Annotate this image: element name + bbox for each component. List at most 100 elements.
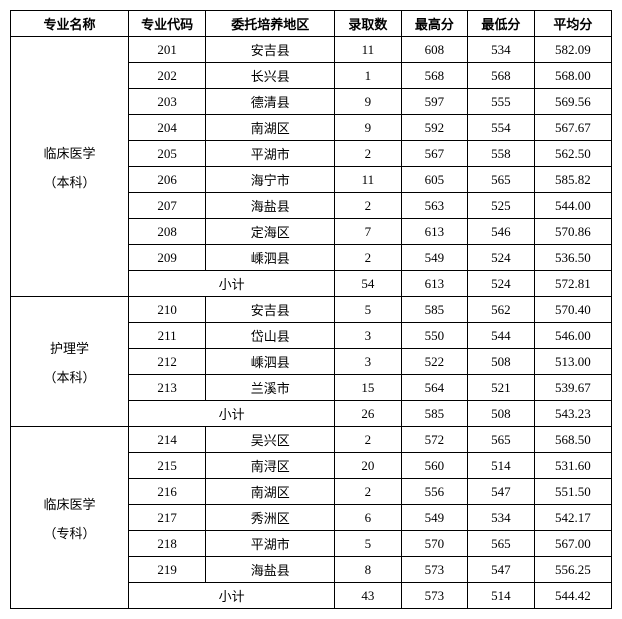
cell-code: 214 [129, 427, 206, 453]
cell-region: 安吉县 [206, 37, 335, 63]
cell-max: 564 [401, 375, 468, 401]
cell-max: 597 [401, 89, 468, 115]
major-name-line1: 临床医学 [13, 494, 126, 513]
cell-avg: 542.17 [534, 505, 611, 531]
header-major-code: 专业代码 [129, 11, 206, 37]
cell-avg: 513.00 [534, 349, 611, 375]
cell-avg: 567.00 [534, 531, 611, 557]
cell-avg: 551.50 [534, 479, 611, 505]
cell-min: 534 [468, 37, 535, 63]
cell-avg: 536.50 [534, 245, 611, 271]
cell-max: 522 [401, 349, 468, 375]
cell-min: 508 [468, 349, 535, 375]
subtotal-max: 585 [401, 401, 468, 427]
subtotal-count: 43 [335, 583, 402, 609]
cell-code: 210 [129, 297, 206, 323]
cell-region: 秀洲区 [206, 505, 335, 531]
cell-region: 岱山县 [206, 323, 335, 349]
cell-region: 平湖市 [206, 141, 335, 167]
major-name-line2: （本科） [13, 367, 126, 386]
cell-region: 嵊泗县 [206, 245, 335, 271]
cell-max: 605 [401, 167, 468, 193]
cell-count: 2 [335, 427, 402, 453]
cell-min: 565 [468, 427, 535, 453]
cell-count: 9 [335, 115, 402, 141]
cell-min: 547 [468, 479, 535, 505]
cell-count: 2 [335, 245, 402, 271]
header-region: 委托培养地区 [206, 11, 335, 37]
cell-count: 5 [335, 531, 402, 557]
cell-count: 11 [335, 167, 402, 193]
cell-avg: 568.00 [534, 63, 611, 89]
cell-max: 568 [401, 63, 468, 89]
cell-code: 204 [129, 115, 206, 141]
cell-max: 570 [401, 531, 468, 557]
cell-region: 平湖市 [206, 531, 335, 557]
cell-code: 218 [129, 531, 206, 557]
cell-max: 549 [401, 505, 468, 531]
cell-code: 205 [129, 141, 206, 167]
cell-count: 3 [335, 349, 402, 375]
subtotal-label: 小计 [129, 271, 335, 297]
cell-code: 206 [129, 167, 206, 193]
cell-region: 长兴县 [206, 63, 335, 89]
subtotal-min: 514 [468, 583, 535, 609]
cell-avg: 569.56 [534, 89, 611, 115]
cell-region: 南湖区 [206, 479, 335, 505]
cell-avg: 582.09 [534, 37, 611, 63]
subtotal-max: 613 [401, 271, 468, 297]
cell-min: 568 [468, 63, 535, 89]
cell-max: 560 [401, 453, 468, 479]
header-row: 专业名称 专业代码 委托培养地区 录取数 最高分 最低分 平均分 [11, 11, 612, 37]
header-count: 录取数 [335, 11, 402, 37]
cell-region: 南浔区 [206, 453, 335, 479]
cell-min: 547 [468, 557, 535, 583]
cell-max: 613 [401, 219, 468, 245]
major-name-line2: （专科） [13, 523, 126, 542]
cell-avg: 585.82 [534, 167, 611, 193]
table-body: 临床医学（本科）201安吉县11608534582.09202长兴县156856… [11, 37, 612, 609]
cell-code: 217 [129, 505, 206, 531]
major-name-line1: 护理学 [13, 338, 126, 357]
cell-count: 5 [335, 297, 402, 323]
cell-max: 556 [401, 479, 468, 505]
cell-code: 208 [129, 219, 206, 245]
cell-region: 吴兴区 [206, 427, 335, 453]
cell-region: 海宁市 [206, 167, 335, 193]
table-row: 临床医学（本科）201安吉县11608534582.09 [11, 37, 612, 63]
cell-code: 219 [129, 557, 206, 583]
cell-avg: 568.50 [534, 427, 611, 453]
cell-min: 565 [468, 167, 535, 193]
cell-region: 海盐县 [206, 557, 335, 583]
cell-count: 2 [335, 479, 402, 505]
cell-min: 525 [468, 193, 535, 219]
cell-avg: 544.00 [534, 193, 611, 219]
cell-min: 524 [468, 245, 535, 271]
cell-max: 550 [401, 323, 468, 349]
header-avg: 平均分 [534, 11, 611, 37]
cell-avg: 567.67 [534, 115, 611, 141]
subtotal-avg: 544.42 [534, 583, 611, 609]
cell-count: 7 [335, 219, 402, 245]
cell-region: 定海区 [206, 219, 335, 245]
cell-avg: 562.50 [534, 141, 611, 167]
cell-max: 567 [401, 141, 468, 167]
subtotal-label: 小计 [129, 583, 335, 609]
admissions-table: 专业名称 专业代码 委托培养地区 录取数 最高分 最低分 平均分 临床医学（本科… [10, 10, 612, 609]
subtotal-max: 573 [401, 583, 468, 609]
table-row: 临床医学（专科）214吴兴区2572565568.50 [11, 427, 612, 453]
cell-code: 211 [129, 323, 206, 349]
cell-code: 215 [129, 453, 206, 479]
cell-count: 2 [335, 141, 402, 167]
cell-max: 572 [401, 427, 468, 453]
cell-count: 1 [335, 63, 402, 89]
cell-min: 544 [468, 323, 535, 349]
cell-code: 213 [129, 375, 206, 401]
cell-avg: 539.67 [534, 375, 611, 401]
cell-min: 514 [468, 453, 535, 479]
cell-min: 555 [468, 89, 535, 115]
cell-count: 9 [335, 89, 402, 115]
cell-count: 3 [335, 323, 402, 349]
subtotal-min: 508 [468, 401, 535, 427]
cell-code: 201 [129, 37, 206, 63]
